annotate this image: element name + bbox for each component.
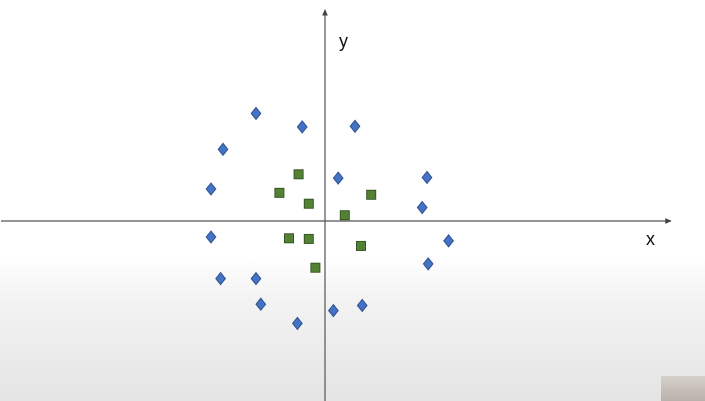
square-point bbox=[366, 189, 377, 200]
diamond-point bbox=[205, 182, 217, 196]
square-point bbox=[274, 187, 285, 198]
diamond-point bbox=[250, 271, 262, 286]
diamond-point bbox=[349, 119, 361, 134]
diamond-point bbox=[416, 200, 428, 215]
diamond-point bbox=[217, 142, 229, 157]
square-point bbox=[339, 210, 350, 221]
diamond-point bbox=[332, 171, 344, 185]
diamond-point bbox=[327, 303, 339, 318]
square-point bbox=[303, 198, 314, 209]
y-axis-label: y bbox=[339, 31, 348, 51]
diamond-point bbox=[443, 234, 455, 248]
corner-smudge bbox=[661, 376, 705, 401]
square-point bbox=[284, 233, 294, 244]
diamond-point bbox=[421, 170, 433, 185]
diamond-point bbox=[356, 298, 368, 313]
square-point bbox=[303, 233, 314, 244]
diamond-point bbox=[422, 257, 434, 271]
x-axis-label: x bbox=[646, 229, 655, 249]
diamond-point bbox=[205, 230, 217, 244]
diamond-point bbox=[255, 297, 267, 312]
diamond-point bbox=[296, 120, 308, 134]
diamond-point bbox=[291, 316, 303, 331]
square-point bbox=[310, 262, 321, 273]
square-point bbox=[356, 240, 366, 251]
diamond-point bbox=[215, 271, 227, 286]
square-point bbox=[293, 169, 304, 180]
diamond-point bbox=[250, 106, 262, 121]
data-points bbox=[205, 106, 455, 331]
